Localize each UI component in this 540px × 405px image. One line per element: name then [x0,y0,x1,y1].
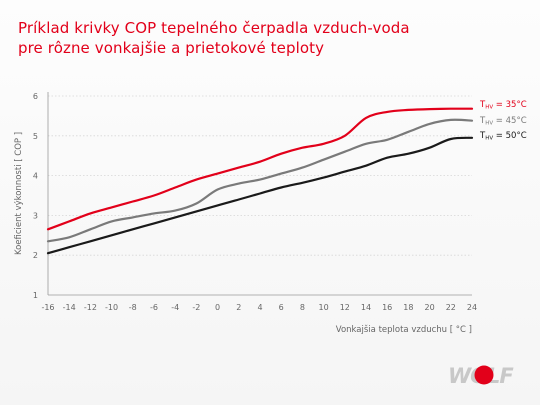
wolf-logo: WOLF [448,364,515,387]
x-tick-label: -10 [105,303,118,312]
y-tick-label: 5 [33,132,38,141]
series-label: THV = 35°C [479,100,527,111]
series-line [46,118,474,243]
x-tick-label: 12 [340,303,350,312]
y-tick-label: 6 [33,92,38,101]
x-tick-label: -2 [192,303,200,312]
x-axis-label: Vonkajšia teplota vzduchu [ °C ] [336,324,472,335]
x-tick-label: 0 [215,303,220,312]
x-tick-label: -6 [150,303,158,312]
x-tick-label: 8 [300,303,305,312]
x-tick-label: 20 [425,303,435,312]
x-tick-label: 2 [236,303,241,312]
x-tick-label: 10 [319,303,329,312]
y-tick-label: 4 [33,172,38,181]
x-tick-label: 24 [467,303,477,312]
x-tick-label: -4 [171,303,179,312]
x-tick-label: 16 [382,303,392,312]
wolf-logo-dot [474,365,494,385]
series-line [46,136,474,255]
x-tick-label: 6 [279,303,284,312]
chart-title-line-2: pre rôzne vonkajšie a prietokové teploty [18,39,325,57]
x-tick-label: 14 [361,303,371,312]
x-tick-label: -16 [41,303,54,312]
y-tick-label: 3 [33,211,38,220]
y-axis-label: Koeficient výkonnosti [ COP ] [14,132,24,255]
x-tick-label: -12 [84,303,97,312]
series-line [46,107,474,231]
x-tick-label: -14 [63,303,76,312]
chart-title: Príklad krivky COP tepelného čerpadla vz… [18,18,410,58]
chart-title-line-1: Príklad krivky COP tepelného čerpadla vz… [18,19,410,37]
x-tick-label: 4 [257,303,262,312]
x-tick-label: -8 [129,303,137,312]
x-tick-label: 18 [403,303,413,312]
y-tick-label: 1 [33,291,38,300]
series-label: THV = 45°C [479,116,527,127]
x-tick-label: 22 [446,303,456,312]
series-label: THV = 50°C [479,131,527,142]
y-tick-label: 2 [33,251,38,260]
